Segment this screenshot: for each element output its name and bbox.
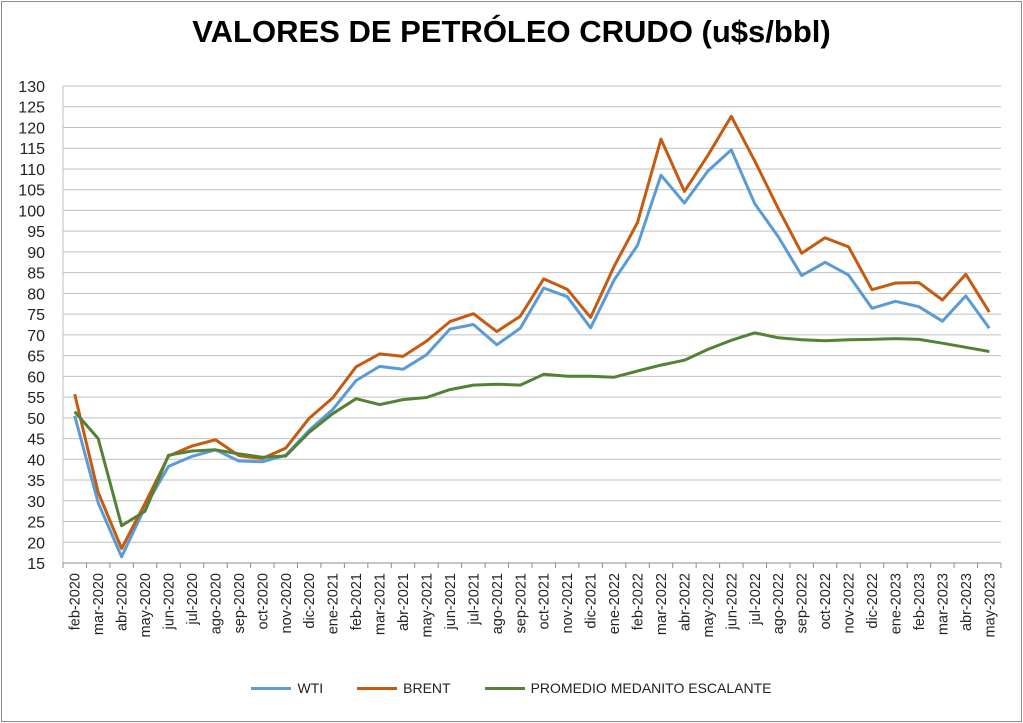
x-tick-label: dic-2022 <box>865 573 881 629</box>
legend-swatch-medanito <box>484 686 525 690</box>
x-tick-label: abr-2022 <box>677 573 693 631</box>
y-tick-label: 90 <box>27 245 45 262</box>
y-tick-label: 15 <box>27 556 45 573</box>
x-tick-label: ene-2022 <box>607 573 623 634</box>
legend: WTI BRENT PROMEDIO MEDANITO ESCALANTE <box>0 680 1023 696</box>
x-tick-label: feb-2021 <box>349 573 365 630</box>
x-tick-label: may-2020 <box>138 573 154 637</box>
chart-title: VALORES DE PETRÓLEO CRUDO (u$s/bbl) <box>192 14 831 49</box>
y-tick-label: 25 <box>27 515 45 532</box>
y-tick-label: 75 <box>27 307 45 324</box>
series-line-brent <box>73 114 991 550</box>
x-tick-label: sep-2021 <box>513 573 529 633</box>
x-tick-label: oct-2021 <box>537 573 553 629</box>
x-tick-label: oct-2020 <box>255 573 271 629</box>
x-tick-label: sep-2022 <box>795 573 811 633</box>
y-tick-label: 105 <box>18 183 45 200</box>
legend-swatch-brent <box>357 686 398 690</box>
x-tick-label: feb-2020 <box>68 573 84 630</box>
x-tick-label: mar-2023 <box>935 573 951 635</box>
x-tick-label: mar-2021 <box>373 573 389 635</box>
y-tick-label: 35 <box>27 473 45 490</box>
x-tick-label: abr-2021 <box>396 573 412 631</box>
legend-item-medanito: PROMEDIO MEDANITO ESCALANTE <box>484 680 772 696</box>
x-tick-label: ago-2020 <box>208 573 224 634</box>
x-tick-label: jul-2022 <box>748 573 764 626</box>
x-tick-label: may-2022 <box>701 573 717 637</box>
x-tick-label: jul-2020 <box>185 573 201 626</box>
y-tick-label: 115 <box>19 141 45 158</box>
y-tick-label: 110 <box>19 162 45 179</box>
x-tick-label: dic-2021 <box>584 573 600 629</box>
legend-swatch-wti <box>251 686 292 690</box>
x-tick-label: mar-2020 <box>91 573 107 635</box>
y-tick-label: 30 <box>27 494 45 511</box>
x-tick-label: feb-2023 <box>912 573 928 630</box>
legend-label-medanito: PROMEDIO MEDANITO ESCALANTE <box>530 680 772 696</box>
x-tick-label: jul-2021 <box>466 573 482 626</box>
y-tick-label: 100 <box>18 203 45 220</box>
y-tick-label: 50 <box>27 411 45 428</box>
x-tick-label: nov-2021 <box>560 573 576 633</box>
y-tick-label: 55 <box>27 390 45 407</box>
y-tick-label: 45 <box>27 432 45 449</box>
y-tick-label: 120 <box>18 120 45 137</box>
x-tick-label: oct-2022 <box>818 573 834 629</box>
x-tick-label: ago-2022 <box>771 573 787 634</box>
legend-item-wti: WTI <box>251 680 323 696</box>
x-tick-label: dic-2020 <box>302 573 318 629</box>
y-tick-label: 70 <box>27 328 45 345</box>
x-tick-label: jun-2021 <box>443 573 459 630</box>
y-tick-label: 85 <box>27 266 45 283</box>
x-tick-label: ago-2021 <box>490 573 506 634</box>
x-tick-label: ene-2023 <box>888 573 904 634</box>
series-line-wti <box>73 148 991 559</box>
x-tick-label: jun-2022 <box>724 573 740 630</box>
x-tick-label: nov-2020 <box>279 573 295 633</box>
y-tick-label: 40 <box>27 452 45 469</box>
x-tick-label: may-2023 <box>982 573 998 637</box>
y-tick-label: 95 <box>27 224 45 241</box>
y-tick-label: 20 <box>27 535 45 552</box>
x-tick-label: ene-2021 <box>326 573 342 634</box>
x-tick-label: feb-2022 <box>631 573 647 630</box>
x-tick-label: sep-2020 <box>232 573 248 633</box>
x-tick-label: nov-2022 <box>842 573 858 633</box>
y-tick-label: 130 <box>18 79 45 96</box>
y-tick-label: 65 <box>27 349 45 366</box>
legend-item-brent: BRENT <box>357 680 451 696</box>
y-tick-label: 60 <box>27 369 45 386</box>
x-tick-label: mar-2022 <box>654 573 670 635</box>
x-tick-label: jun-2020 <box>162 573 178 630</box>
y-tick-label: 80 <box>27 286 45 303</box>
legend-label-brent: BRENT <box>403 680 451 696</box>
legend-label-wti: WTI <box>297 680 324 696</box>
series-line-promedio-medanito-escalante <box>73 331 990 528</box>
x-tick-label: abr-2020 <box>115 573 131 631</box>
x-tick-label: abr-2023 <box>959 573 975 631</box>
y-tick-label: 125 <box>18 100 45 117</box>
x-tick-label: may-2021 <box>419 573 435 637</box>
